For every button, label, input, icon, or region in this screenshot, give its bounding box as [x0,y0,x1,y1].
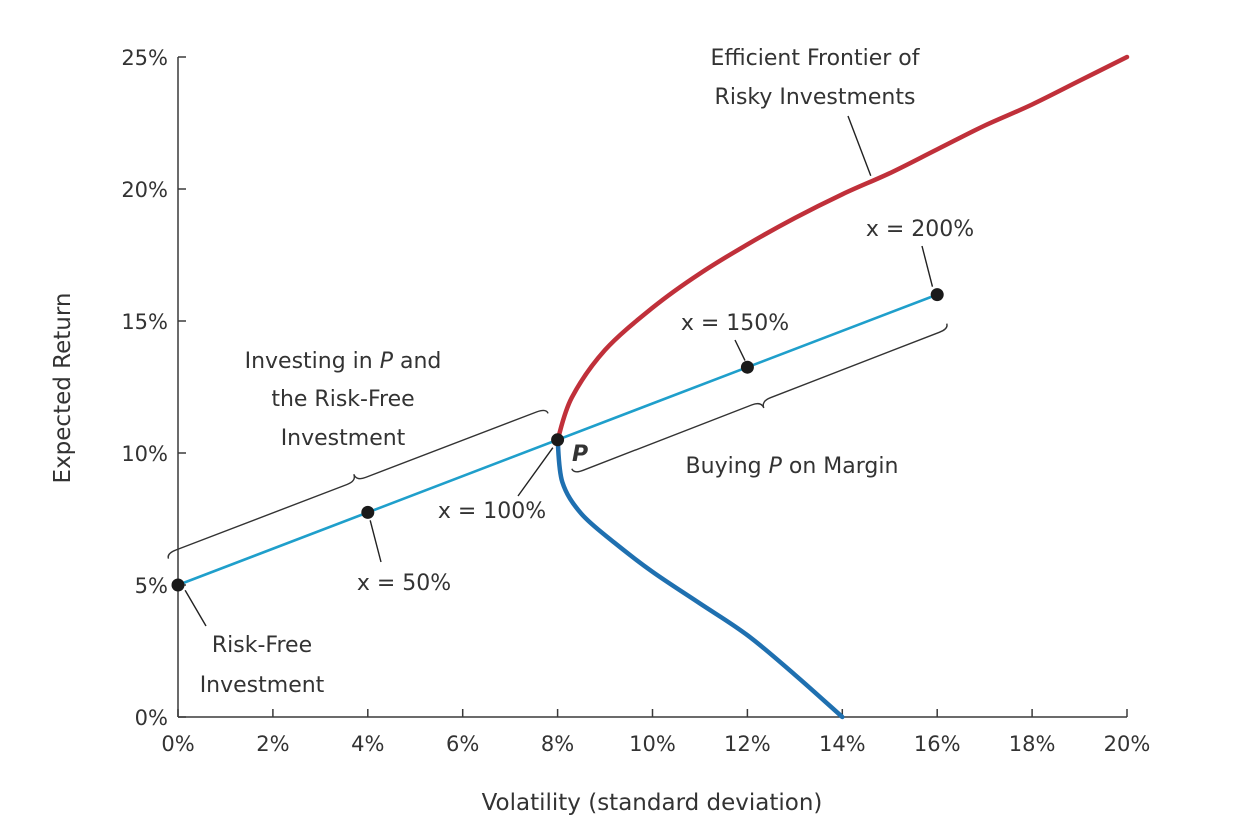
portfolio-point [361,505,375,519]
x-tick-label: 14% [819,732,866,756]
x-tick-label: 20% [1104,732,1151,756]
x100-leader [517,447,554,497]
x200-leader [921,245,934,287]
investing-label-line2: the Risk-Free [271,387,414,412]
x150-label: x = 150% [681,311,789,336]
inefficient-frontier-curve [555,437,845,720]
portfolio-point [171,578,185,592]
y-tick-label: 10% [121,442,168,466]
y-tick-label: 20% [121,178,168,202]
efficient-frontier-curve [555,54,1130,443]
y-tick-label: 25% [121,46,168,70]
x150-leader [734,339,746,361]
y-axis-title: Expected Return [50,293,76,484]
leader-lines [184,115,934,627]
investing-label-line1-b: and [393,349,441,374]
x-axis-title: Volatility (standard deviation) [482,790,823,816]
investing-label-line1-p: P [380,349,394,374]
portfolio-point [551,433,565,447]
x-tick-label: 4% [351,732,384,756]
x50-label: x = 50% [357,571,451,596]
investing-label-line1-a: Investing in [245,349,380,374]
points-layer [171,288,944,592]
y-tick-label: 0% [135,706,168,730]
frontier-label-line1: Efficient Frontier of [710,46,920,71]
x100-label: x = 100% [438,499,546,524]
investing-brace [167,409,549,559]
x-tick-label: 2% [256,732,289,756]
p-point-label: P [572,442,588,467]
margin-label-p: P [769,454,783,479]
portfolio-point [930,288,944,302]
x-tick-label: 8% [541,732,574,756]
riskfree-label-line2: Investment [200,673,325,698]
x-tick-label: 0% [161,732,194,756]
riskfree-leader [184,589,207,627]
frontier-leader [847,115,872,177]
x-tick-label: 6% [446,732,479,756]
frontier-label-line2: Risky Investments [715,85,916,110]
x200-label: x = 200% [866,217,974,242]
riskfree-label-line1: Risk-Free [212,633,312,658]
investing-label-line1: Investing in P and [245,349,442,374]
y-tick-label: 15% [121,310,168,334]
braces [167,323,948,559]
investing-label-line3: Investment [281,426,406,451]
x-tick-label: 18% [1009,732,1056,756]
y-tick-label: 5% [135,574,168,598]
margin-label-a: Buying [686,454,769,479]
x-axis-ticks: 0% 2% 4% 6% 8% 10% 12% 14% 16% 18% 20% [161,709,1150,756]
margin-label-b: on Margin [782,454,899,479]
margin-brace [571,323,948,473]
portfolio-point [740,360,754,374]
x50-leader [369,520,382,563]
x-tick-label: 12% [724,732,771,756]
x-tick-label: 10% [629,732,676,756]
y-axis-ticks: 0% 5% 10% 15% 20% 25% [121,46,186,730]
margin-label: Buying P on Margin [686,454,899,479]
x-tick-label: 16% [914,732,961,756]
